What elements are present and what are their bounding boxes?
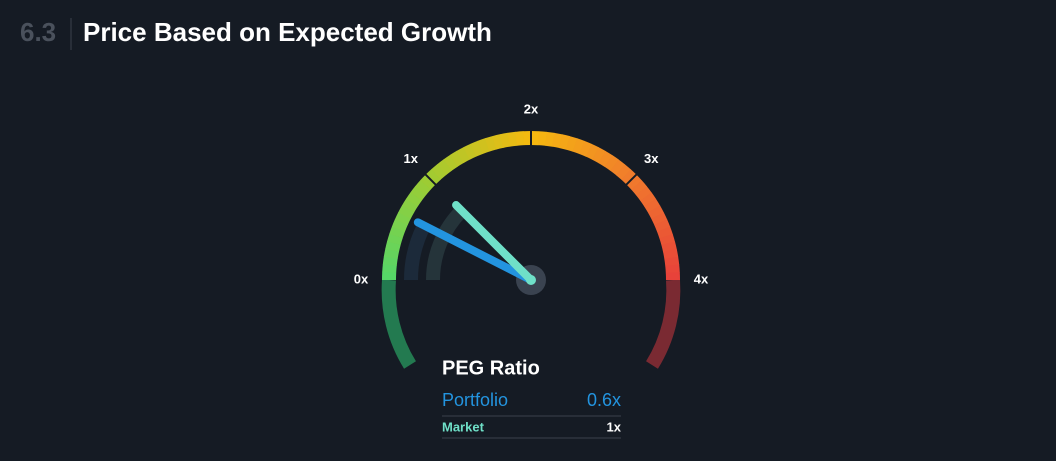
gauge-arc: [640, 192, 657, 207]
gauge-arc: [507, 131, 518, 147]
tick-label: 0x: [354, 271, 369, 286]
legend-name: Portfolio: [442, 390, 508, 410]
gauge-arc: [431, 163, 447, 180]
tick-label: 3x: [644, 151, 659, 166]
gauge-arc: [659, 233, 676, 246]
gauge-arc: [477, 138, 490, 154]
gauge-arc: [484, 135, 497, 152]
legend-name: Market: [442, 419, 485, 434]
gauge-arc: [657, 226, 673, 239]
gauge-arc: [626, 174, 642, 190]
gauge-arc: [410, 185, 427, 201]
tick-mark: [423, 172, 438, 187]
gauge-arc: [651, 212, 668, 226]
gauge-arc: [559, 134, 570, 150]
needle: [452, 201, 535, 284]
gauge-arc: [394, 212, 411, 226]
gauge-arc: [663, 249, 679, 260]
gauge-arc: [415, 180, 431, 196]
gauge-arc: [382, 264, 397, 273]
gauge-arc: [610, 159, 626, 176]
gauge-arc: [664, 256, 680, 267]
gauge-arc: [654, 219, 671, 232]
gauge-arc: [398, 205, 415, 219]
gauge-arc: [492, 134, 504, 150]
gauge-arc: [470, 140, 483, 157]
gauge-arc: [552, 132, 563, 149]
gauge-arc: [425, 169, 441, 185]
gauge-arc: [631, 180, 648, 196]
lower-arc-right: [645, 279, 681, 369]
gauge-arc: [401, 198, 418, 213]
lower-arc-left: [381, 279, 417, 369]
needle: [413, 218, 535, 284]
gauge-arc: [500, 132, 511, 148]
gauge-arc: [406, 192, 423, 207]
gauge-arc: [456, 147, 471, 164]
gauge-arc: [635, 186, 652, 201]
gauge-arc: [463, 143, 477, 160]
gauge-arc: [579, 140, 592, 157]
gauge-arc: [387, 233, 403, 246]
gauge-arc: [515, 131, 525, 146]
tick-mark: [624, 172, 639, 187]
gauge-arc: [385, 241, 401, 252]
gauge-arc: [382, 256, 398, 266]
legend-value: 0.6x: [587, 390, 621, 410]
value-band: [404, 222, 431, 281]
section-number: 6.3: [20, 17, 56, 47]
gauge-arc: [391, 219, 408, 232]
gauge-arc: [545, 131, 555, 147]
gauge-arc: [565, 136, 578, 152]
hub-cap: [526, 275, 536, 285]
legend-value: 1x: [607, 419, 622, 434]
gauge-arc: [598, 150, 613, 167]
gauge-arc: [615, 164, 631, 180]
gauge-arc: [592, 147, 606, 164]
gauge-arc: [585, 143, 599, 160]
tick-label: 1x: [404, 151, 419, 166]
tick-label: 4x: [694, 271, 709, 286]
gauge-arc: [604, 155, 619, 172]
gauge-arc: [644, 198, 661, 213]
gauge-arc: [383, 248, 400, 259]
value-band: [426, 205, 467, 281]
gauge-arc: [389, 226, 406, 239]
tick-label: 2x: [524, 101, 539, 116]
gauge-arc: [437, 159, 452, 176]
gauge-arc: [449, 150, 464, 167]
legend-title: PEG Ratio: [442, 357, 540, 379]
gauge-arc: [647, 205, 664, 220]
gauge-arc: [661, 241, 677, 253]
chart-title: Price Based on Expected Growth: [83, 17, 492, 47]
gauge-arc: [443, 154, 458, 171]
gauge-arc: [538, 131, 547, 146]
gauge-arc: [572, 138, 585, 155]
gauge-arc: [665, 264, 680, 274]
